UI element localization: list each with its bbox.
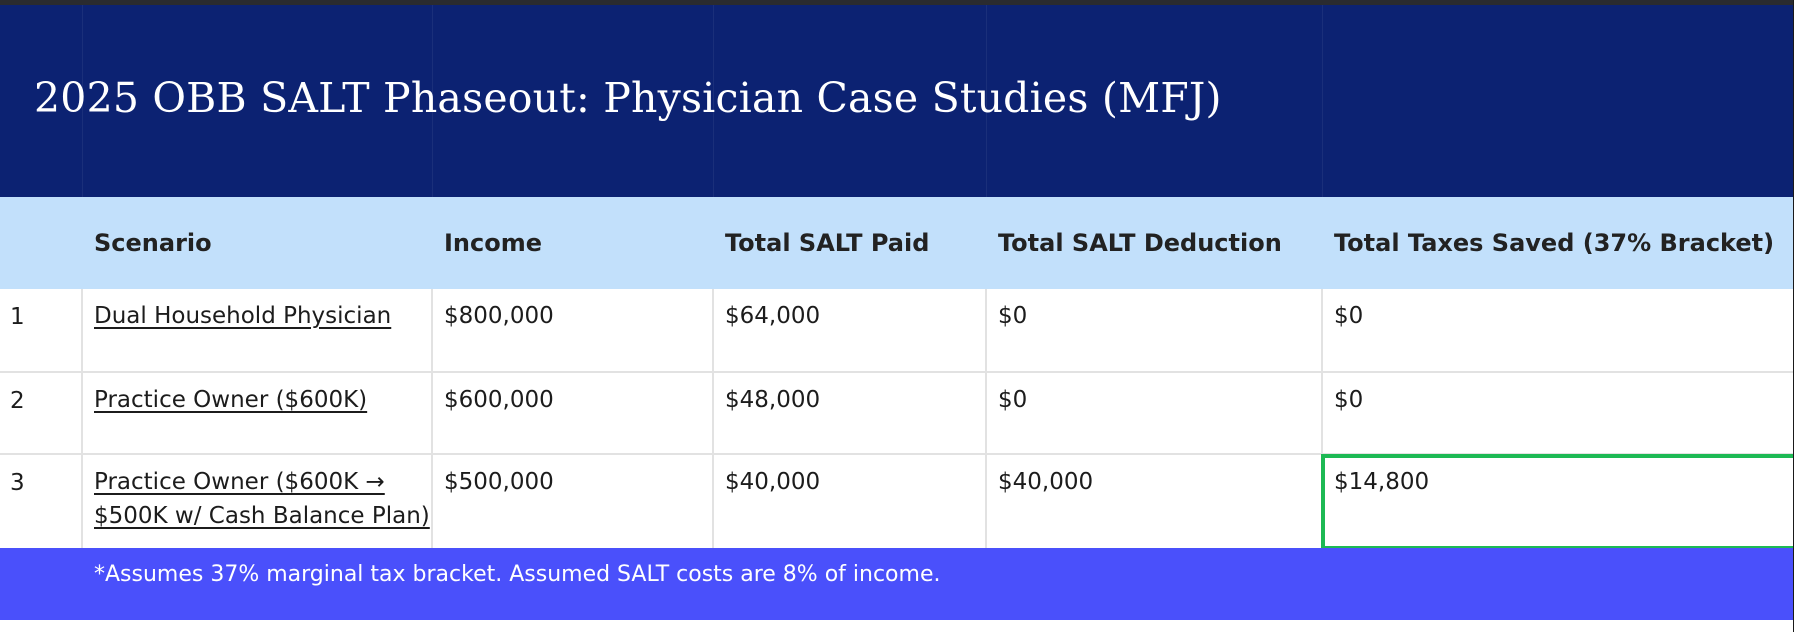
salt-paid-cell[interactable]: $40,000 [725,469,821,495]
column-header-salt-deduction[interactable]: Total SALT Deduction [998,229,1282,257]
salt-deduction-cell[interactable]: $40,000 [998,469,1094,495]
selected-cell-highlight [1321,454,1794,550]
column-header-income[interactable]: Income [444,229,543,257]
row-divider [0,371,1794,373]
column-header-taxes-saved[interactable]: Total Taxes Saved (37% Bracket) [1334,229,1775,257]
title-gridline [986,5,987,197]
salt-deduction-cell[interactable]: $0 [998,303,1028,329]
column-divider [985,289,987,548]
column-header-salt-paid[interactable]: Total SALT Paid [725,229,930,257]
scenario-link[interactable]: Practice Owner ($600K → [94,469,385,495]
scenario-link[interactable]: Dual Household Physician [94,303,392,329]
title-gridline [82,5,83,197]
title-gridline [432,5,433,197]
page-title: 2025 OBB SALT Phaseout: Physician Case S… [34,74,1222,122]
column-divider [712,289,714,548]
column-divider [1321,289,1323,548]
taxes-saved-cell[interactable]: $0 [1334,387,1364,413]
row-number-cell[interactable]: 1 [10,304,25,330]
salt-paid-cell[interactable]: $64,000 [725,303,821,329]
income-cell[interactable]: $600,000 [444,387,554,413]
income-cell[interactable]: $500,000 [444,469,554,495]
sheet-bottom-edge [0,620,1794,632]
taxes-saved-cell[interactable]: $0 [1334,303,1364,329]
income-cell[interactable]: $800,000 [444,303,554,329]
taxes-saved-cell[interactable]: $14,800 [1334,469,1430,495]
footnote-band [0,548,1794,620]
window-top-edge [0,0,1794,5]
title-gridline [1322,5,1323,197]
column-divider [431,289,433,548]
title-band [0,5,1794,197]
column-divider [81,289,83,548]
column-header-scenario[interactable]: Scenario [94,229,212,257]
scenario-link-continued[interactable]: $500K w/ Cash Balance Plan) [94,503,430,529]
salt-deduction-cell[interactable]: $0 [998,387,1028,413]
row-number-cell[interactable]: 3 [10,470,25,496]
footnote-text: *Assumes 37% marginal tax bracket. Assum… [94,562,941,587]
row-divider [0,453,1794,455]
salt-paid-cell[interactable]: $48,000 [725,387,821,413]
scenario-link[interactable]: Practice Owner ($600K) [94,387,368,413]
row-number-cell[interactable]: 2 [10,388,25,414]
table-header-row [0,197,1794,289]
title-gridline [713,5,714,197]
